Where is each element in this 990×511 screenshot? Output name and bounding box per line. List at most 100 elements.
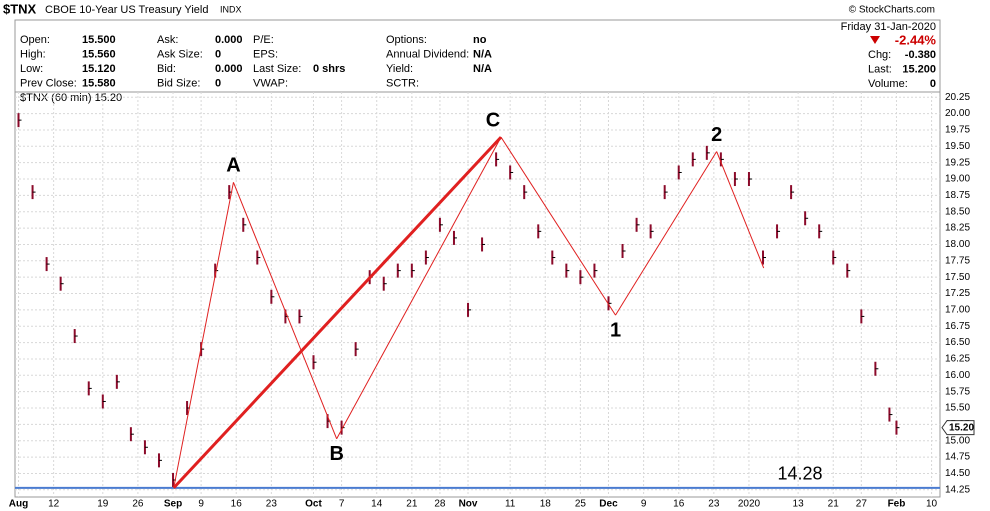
info-value: N/A	[473, 48, 492, 60]
down-arrow	[870, 36, 880, 44]
info-label: Last Size:	[253, 63, 301, 75]
info-label: Low:	[20, 63, 43, 75]
x-tick-label: 2020	[738, 499, 761, 510]
credit: © StockCharts.com	[849, 5, 935, 16]
y-tick-label: 16.50	[945, 337, 970, 348]
info-value: -0.380	[905, 49, 936, 61]
y-tick-label: 17.25	[945, 288, 970, 299]
y-tick-label: 15.00	[945, 435, 970, 446]
y-tick-label: 15.75	[945, 386, 970, 397]
x-tick-label: 18	[540, 499, 552, 510]
x-tick-label: Oct	[305, 499, 322, 510]
info-label: EPS:	[253, 48, 278, 60]
pattern-line	[336, 136, 502, 440]
info-value: 15.200	[902, 63, 936, 75]
y-tick-label: 19.50	[945, 141, 970, 152]
y-tick-label: 19.25	[945, 157, 970, 168]
y-tick-label: 18.25	[945, 223, 970, 234]
info-label: Chg:	[868, 49, 891, 61]
info-value: 15.120	[82, 63, 116, 75]
info-label: Bid Size:	[157, 77, 200, 89]
y-tick-label: 16.75	[945, 321, 970, 332]
x-tick-label: Feb	[888, 499, 906, 510]
x-tick-label: 16	[673, 499, 685, 510]
pattern-label: 1	[610, 319, 621, 341]
info-label: Open:	[20, 34, 50, 46]
chart-title: CBOE 10-Year US Treasury Yield	[45, 4, 208, 16]
info-value: no	[473, 34, 487, 46]
x-tick-label: Dec	[599, 499, 618, 510]
x-tick-label: Aug	[9, 499, 28, 510]
info-label: Options:	[386, 34, 427, 46]
y-tick-label: 14.25	[945, 484, 970, 495]
y-tick-label: 14.50	[945, 468, 970, 479]
y-tick-label: 18.00	[945, 239, 970, 250]
trend-line	[172, 136, 503, 489]
price-tag-label: 15.20	[949, 422, 974, 433]
support-label: 14.28	[777, 464, 822, 484]
y-tick-label: 15.50	[945, 403, 970, 414]
info-value: 15.560	[82, 48, 116, 60]
date: Friday 31-Jan-2020	[841, 21, 936, 33]
y-tick-label: 18.50	[945, 206, 970, 217]
pattern-label: C	[486, 109, 500, 131]
x-tick-label: 11	[505, 499, 516, 510]
y-tick-label: 16.00	[945, 370, 970, 381]
info-label: Yield:	[386, 63, 413, 75]
x-tick-label: 16	[231, 499, 243, 510]
info-label: Ask Size:	[157, 48, 203, 60]
pattern-label: A	[226, 155, 240, 177]
info-value: 0	[215, 77, 221, 89]
x-tick-label: 7	[339, 499, 345, 510]
y-tick-label: 19.75	[945, 125, 970, 136]
info-label: P/E:	[253, 34, 274, 46]
price-tag	[941, 420, 975, 436]
x-tick-label: 12	[48, 499, 60, 510]
y-tick-label: 20.25	[945, 92, 970, 103]
y-tick-label: 14.75	[945, 452, 970, 463]
x-tick-label: 19	[97, 499, 109, 510]
info-value: 0	[930, 78, 936, 90]
x-tick-label: 10	[926, 499, 938, 510]
x-tick-label: 23	[266, 499, 278, 510]
pattern-line	[173, 182, 234, 488]
subtitle: $TNX (60 min) 15.20	[20, 92, 122, 104]
y-tick-label: 17.00	[945, 305, 970, 316]
info-panel	[14, 19, 941, 93]
info-value: 15.500	[82, 34, 116, 46]
x-tick-label: Sep	[164, 499, 182, 510]
change-pct: -2.44%	[895, 32, 937, 47]
pattern-label: B	[329, 443, 343, 465]
y-tick-label: 17.75	[945, 255, 970, 266]
info-value: 0 shrs	[313, 63, 345, 75]
info-value: 15.580	[82, 77, 116, 89]
info-value: N/A	[473, 63, 492, 75]
x-tick-label: 9	[198, 499, 204, 510]
x-tick-label: 13	[793, 499, 805, 510]
x-tick-label: 14	[371, 499, 383, 510]
info-label: Annual Dividend:	[386, 48, 469, 60]
info-label: VWAP:	[253, 77, 288, 89]
pattern-line	[716, 151, 765, 269]
plot-area	[14, 91, 941, 498]
pattern-line	[232, 182, 338, 439]
x-tick-label: Nov	[459, 499, 478, 510]
x-tick-label: 28	[434, 499, 446, 510]
x-tick-label: 21	[828, 499, 840, 510]
x-tick-label: 25	[575, 499, 587, 510]
info-value: 0	[215, 48, 221, 60]
x-tick-label: 9	[641, 499, 647, 510]
y-tick-label: 20.00	[945, 108, 970, 119]
info-label: Bid:	[157, 63, 176, 75]
info-label: Volume:	[868, 78, 908, 90]
x-tick-label: 26	[132, 499, 144, 510]
y-tick-label: 19.00	[945, 174, 970, 185]
pattern-label: 2	[711, 124, 722, 146]
y-tick-label: 17.50	[945, 272, 970, 283]
info-label: Prev Close:	[20, 77, 77, 89]
info-value: 0.000	[215, 63, 243, 75]
info-label: SCTR:	[386, 77, 419, 89]
y-tick-label: 16.25	[945, 354, 970, 365]
